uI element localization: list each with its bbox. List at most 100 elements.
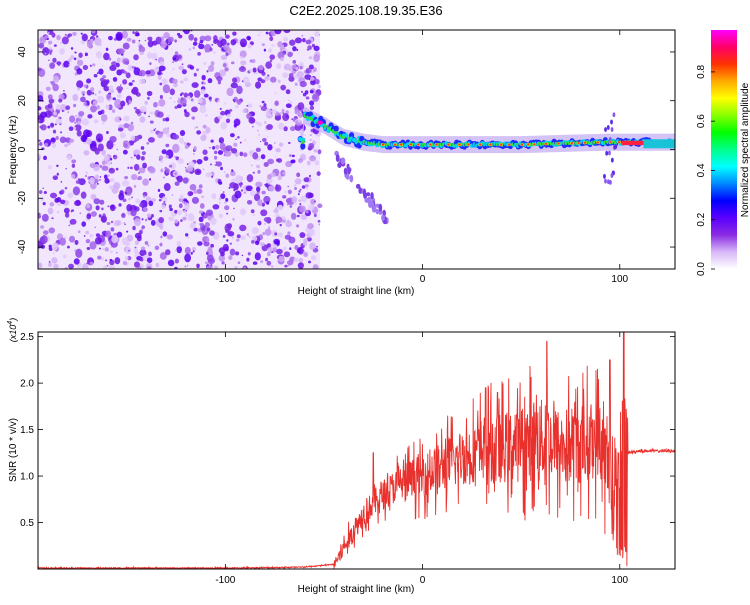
noise-blob <box>51 32 56 38</box>
noise-blob <box>115 220 122 226</box>
noise-blob <box>111 220 113 224</box>
noise-blob <box>75 199 81 206</box>
noise-blob <box>77 87 81 91</box>
noise-blob <box>45 86 51 91</box>
noise-blob <box>191 82 199 88</box>
noise-blob <box>218 201 221 204</box>
noise-blob <box>94 37 102 46</box>
noise-blob <box>39 125 43 129</box>
noise-blob <box>198 210 203 214</box>
noise-blob <box>258 134 260 136</box>
noise-blob <box>233 123 237 128</box>
noise-blob <box>126 87 129 89</box>
noise-blob <box>217 150 224 155</box>
noise-blob <box>251 235 258 242</box>
colorbar-tick-label: 0.8 <box>696 64 707 78</box>
noise-blob <box>208 96 212 101</box>
noise-blob <box>307 260 312 264</box>
noise-blob <box>126 104 129 106</box>
noise-blob <box>147 244 150 247</box>
noise-blob <box>67 111 70 114</box>
noise-blob <box>309 100 315 106</box>
noise-blob <box>274 30 282 35</box>
noise-blob <box>182 177 189 184</box>
noise-blob <box>86 213 92 220</box>
figure-title: C2E2.2025.108.19.35.E36 <box>289 3 442 18</box>
noise-blob <box>160 235 163 239</box>
noise-blob <box>257 220 262 226</box>
noise-blob <box>288 141 291 145</box>
signal-tail-blob <box>381 214 385 222</box>
noise-blob <box>43 155 48 161</box>
noise-blob <box>69 115 76 123</box>
noise-blob <box>149 120 154 124</box>
noise-blob <box>282 172 286 175</box>
noise-blob <box>251 240 255 244</box>
noise-blob <box>288 73 294 78</box>
noise-blob <box>201 74 206 81</box>
noise-blob <box>151 52 158 60</box>
signal-peak-red <box>429 143 432 146</box>
noise-blob <box>122 149 128 155</box>
noise-blob <box>68 263 75 269</box>
noise-blob <box>132 225 136 231</box>
noise-blob <box>203 156 209 161</box>
noise-blob <box>166 133 170 138</box>
noise-blob <box>204 43 212 53</box>
noise-blob <box>165 249 171 256</box>
noise-blob <box>179 129 186 137</box>
noise-blob <box>138 69 146 77</box>
noise-blob <box>305 209 309 214</box>
noise-blob <box>264 222 266 225</box>
noise-blob <box>283 246 287 251</box>
noise-blob <box>178 97 180 99</box>
noise-blob <box>211 43 214 46</box>
noise-blob <box>81 90 86 95</box>
noise-blob <box>96 105 101 110</box>
noise-blob <box>172 78 178 85</box>
noise-blob <box>291 154 295 158</box>
noise-blob <box>240 60 247 66</box>
noise-blob <box>176 104 182 109</box>
noise-blob <box>297 246 304 255</box>
noise-blob <box>125 246 132 254</box>
signal-peak-red <box>609 141 612 144</box>
noise-blob <box>94 226 97 229</box>
noise-blob <box>47 125 51 129</box>
noise-blob <box>267 174 272 180</box>
noise-blob <box>247 43 253 49</box>
signal-peak-red <box>435 143 438 146</box>
signal-peak-red <box>400 143 403 146</box>
noise-blob <box>141 246 146 251</box>
signal-peak-red <box>499 143 503 146</box>
noise-blob <box>290 212 297 220</box>
noise-blob <box>44 142 48 147</box>
noise-blob <box>283 30 291 34</box>
noise-blob <box>155 36 162 45</box>
signal-tail-blob <box>362 188 367 197</box>
noise-blob <box>127 64 134 72</box>
noise-blob <box>228 232 231 235</box>
noise-blob <box>204 261 209 265</box>
noise-blob <box>56 172 59 176</box>
noise-blob <box>265 257 269 262</box>
noise-blob <box>63 60 70 68</box>
noise-blob <box>200 134 207 142</box>
noise-blob <box>116 252 118 254</box>
noise-blob <box>65 105 71 110</box>
noise-blob <box>258 64 264 71</box>
noise-blob <box>218 213 223 219</box>
noise-blob <box>267 48 272 53</box>
noise-blob <box>139 249 147 257</box>
disturbance-blob <box>604 127 607 132</box>
disturbance-blob <box>609 179 612 185</box>
noise-blob <box>55 136 59 141</box>
noise-blob <box>219 107 222 110</box>
noise-blob <box>174 209 178 214</box>
spectrogram-x-label: Height of straight line (km) <box>298 286 415 297</box>
noise-blob <box>72 186 81 196</box>
noise-blob <box>144 218 148 222</box>
noise-blob <box>296 172 301 178</box>
noise-blob <box>274 115 282 121</box>
noise-blob <box>124 191 128 195</box>
